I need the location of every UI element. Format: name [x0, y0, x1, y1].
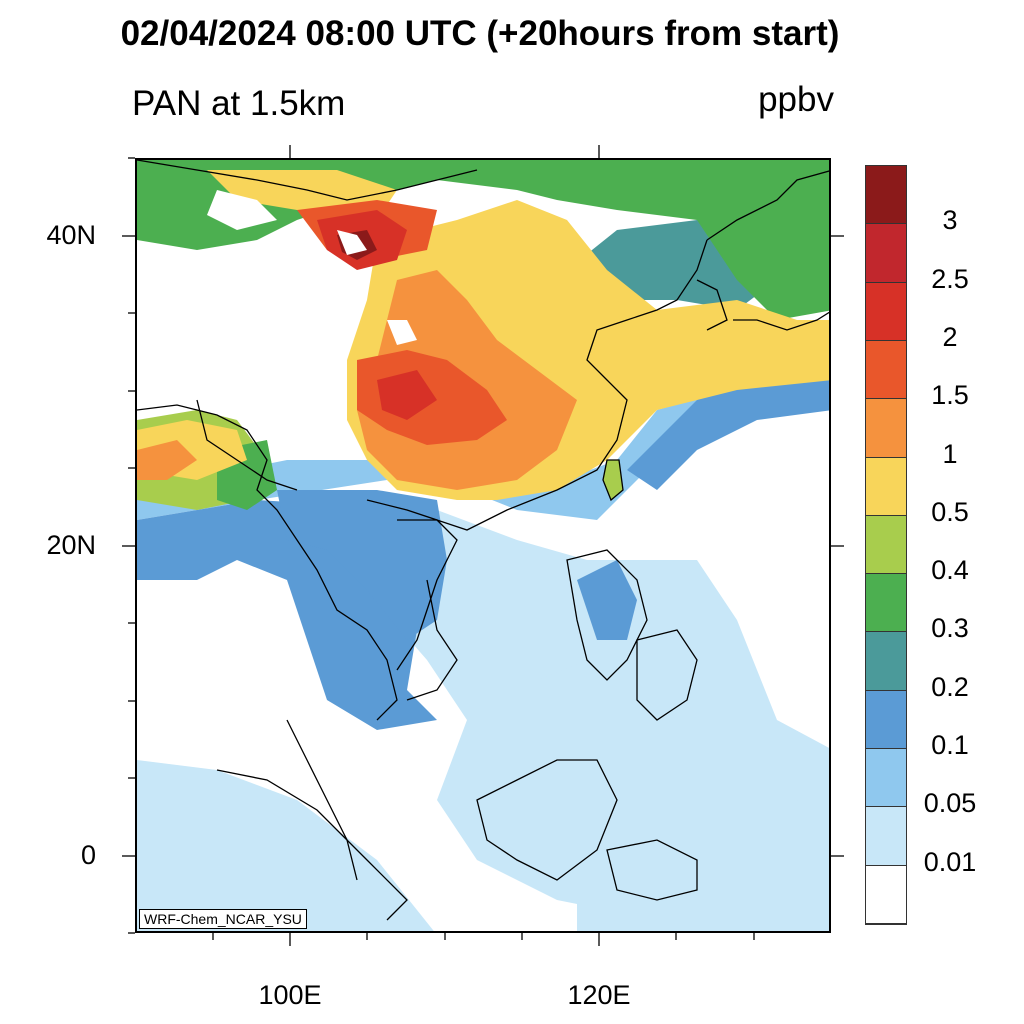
field-008: [577, 560, 637, 640]
coast-007: [733, 311, 829, 331]
lon-label-120e: 120E: [567, 980, 631, 1010]
colorbar-label: 0.1: [931, 730, 969, 761]
colorbar-label: 0.5: [931, 496, 969, 527]
lat-label-20n: 20N: [46, 530, 96, 560]
pan-field: [137, 160, 829, 931]
coast-001: [137, 404, 398, 721]
lat-label-0: 0: [80, 840, 96, 870]
colorbar-label: 3: [942, 205, 958, 236]
coast-002: [366, 499, 458, 671]
colorbar-label: 2.5: [931, 263, 969, 294]
coast-011: [476, 759, 618, 881]
field-007: [277, 490, 447, 640]
variable-label: PAN at 1.5km: [132, 84, 346, 123]
colorbar-swatch: [866, 574, 906, 633]
field-005: [137, 380, 829, 520]
colorbar-swatch: [866, 632, 906, 691]
colorbar-swatch: [866, 166, 906, 225]
colorbar-swatch: [866, 224, 906, 283]
field-003: [537, 630, 697, 800]
field-026: [387, 320, 417, 345]
lat-label-40n: 40N: [46, 220, 96, 250]
field-024: [207, 190, 277, 230]
colorbar-swatch: [866, 399, 906, 458]
colorbar-label: 0.05: [923, 788, 977, 819]
colorbar-label: 1.5: [931, 380, 969, 411]
colorbar-swatch: [866, 457, 906, 516]
field-002: [137, 760, 434, 931]
coast-009: [566, 549, 648, 681]
field-018: [137, 440, 197, 480]
colorbar-swatch: [866, 865, 906, 924]
colorbar-swatch: [866, 749, 906, 808]
coast-003: [406, 579, 458, 701]
units-label: ppbv: [758, 80, 834, 119]
colorbar-label: 2: [942, 321, 958, 352]
colorbar: [865, 165, 907, 925]
colorbar-label: 0.3: [931, 613, 969, 644]
field-027: [603, 460, 623, 500]
lon-label-100e: 100E: [258, 980, 322, 1010]
field-022: [377, 370, 437, 420]
coast-005: [706, 170, 829, 241]
watermark: WRF-Chem_NCAR_YSU: [139, 909, 307, 929]
map-title: 02/04/2024 08:00 UTC (+20hours from star…: [120, 14, 840, 53]
coast-004: [397, 239, 708, 531]
coast-016: [196, 399, 298, 491]
colorbar-swatch: [866, 807, 906, 866]
colorbar-label: 1: [942, 438, 958, 469]
field-025: [337, 230, 367, 255]
coast-014: [286, 719, 358, 881]
coast-012: [606, 839, 698, 901]
field-009: [627, 360, 829, 490]
colorbar-label: 0.4: [931, 555, 969, 586]
coast-013: [216, 769, 408, 921]
coast-006: [696, 279, 728, 331]
colorbar-label: 0.01: [923, 846, 977, 877]
field-004: [577, 760, 829, 931]
colorbar-swatch: [866, 282, 906, 341]
colorbar-swatch: [866, 340, 906, 400]
colorbar-label: 0.2: [931, 671, 969, 702]
coast-015: [137, 160, 478, 201]
colorbar-swatch: [866, 690, 906, 750]
colorbar-swatch: [866, 515, 906, 575]
coast-008: [602, 459, 624, 502]
map-panel: WRF-Chem_NCAR_YSU: [135, 158, 831, 933]
coast-010: [636, 629, 698, 721]
